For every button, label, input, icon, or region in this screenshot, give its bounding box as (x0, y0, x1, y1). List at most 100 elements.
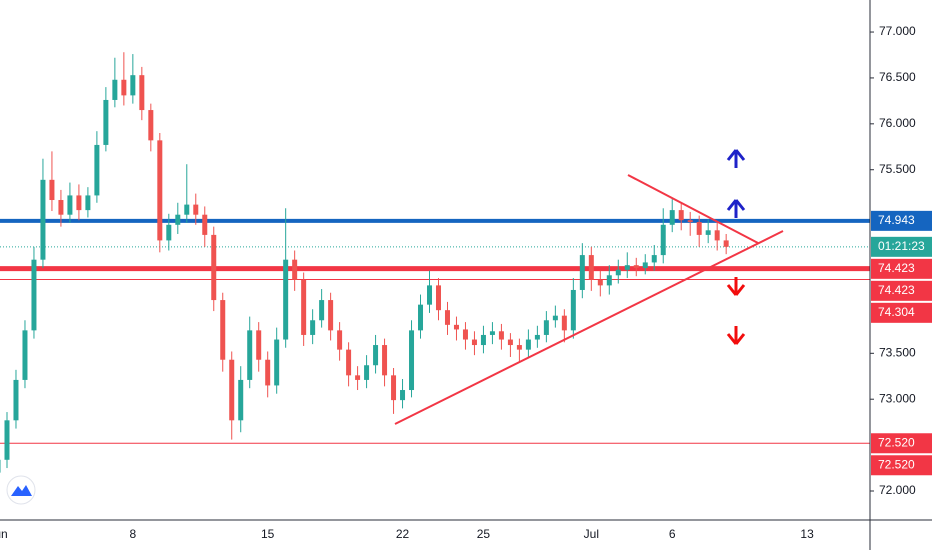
x-tick-label: Jul (584, 527, 599, 541)
candle-body (85, 195, 91, 211)
x-tick-label: 25 (477, 527, 491, 541)
candle-body (723, 240, 729, 247)
candle-body (319, 300, 325, 321)
arrow-up (726, 149, 746, 168)
candle-body (148, 110, 154, 141)
candle-body (49, 179, 55, 201)
candle-body (588, 255, 594, 280)
candle-body (480, 334, 486, 346)
candle-body (337, 330, 343, 350)
candle-body (94, 144, 100, 196)
candle-body (130, 75, 136, 96)
candle-body (76, 195, 82, 211)
candle-body (238, 379, 244, 421)
candle-body (31, 259, 37, 331)
candle-body (489, 331, 495, 335)
candle-body (543, 320, 549, 335)
y-tick-label: 75.500 (879, 162, 916, 176)
candle-body (669, 210, 675, 225)
candle-body (67, 195, 73, 215)
candle-body (247, 330, 253, 380)
candle-body (418, 304, 424, 331)
candle-body (184, 204, 190, 215)
candle-body (139, 75, 145, 111)
candle-body (220, 300, 226, 360)
price-label-bg (871, 455, 932, 476)
candle-body (507, 339, 513, 346)
candle-body (166, 224, 172, 241)
candle-body (391, 375, 397, 401)
candle-body (211, 234, 217, 301)
candle-body (642, 262, 648, 268)
candle-body (615, 269, 621, 276)
arrow-down (726, 326, 746, 345)
candle-body (435, 285, 441, 311)
axes: Jun 8 15 22 25 Jul 6 13 72.000 73.000 73.500 75.500… (0, 24, 932, 541)
time-axis (0, 520, 932, 550)
candle-body (633, 265, 639, 268)
trend-line (627, 174, 759, 244)
y-tick-label: 73.500 (879, 345, 916, 359)
candle-body (651, 255, 657, 263)
candle-body (157, 140, 163, 241)
candle-body (229, 359, 235, 421)
price-label-bg (871, 258, 932, 279)
candle-body (292, 259, 298, 280)
candle-body (714, 230, 720, 241)
candle-body (175, 214, 181, 225)
candle-body (444, 310, 450, 325)
x-tick-label: 22 (396, 527, 410, 541)
price-label-bg (871, 280, 932, 301)
price-label: 72.520 (878, 435, 915, 449)
candle-body (265, 359, 271, 386)
price-label: 74.304 (878, 305, 915, 319)
arrow-down (726, 277, 746, 296)
candle-body (256, 330, 262, 360)
candle-body (687, 220, 693, 223)
candle-body (579, 255, 585, 290)
candle-body (570, 289, 576, 331)
x-tick-label: 8 (130, 527, 137, 541)
candle-body (552, 315, 558, 321)
x-tick-label: Jun (0, 527, 8, 541)
price-label-bg (871, 302, 932, 323)
candle-body (0, 459, 1, 473)
price-label-bg (871, 236, 932, 257)
candle-body (606, 275, 612, 286)
candle-body (561, 315, 567, 331)
price-label-bg (871, 210, 932, 231)
x-tick-label: 13 (800, 527, 814, 541)
candle-body (471, 339, 477, 346)
y-tick-label: 76.500 (879, 70, 916, 84)
candle-body (597, 279, 603, 286)
candle-body (462, 329, 468, 340)
candle-body (373, 345, 379, 366)
candle-body (624, 265, 630, 270)
candle-body (705, 230, 711, 235)
candle-body (4, 420, 10, 460)
candle-body (534, 334, 540, 340)
candle-body (103, 99, 109, 145)
trend-line (394, 230, 784, 425)
drawings (394, 149, 784, 425)
candle-body (409, 330, 415, 391)
candle-body (660, 224, 666, 256)
candle-body (301, 279, 307, 335)
candle-body (202, 214, 208, 235)
candle-body (364, 365, 370, 380)
candle-body (13, 379, 19, 421)
candle-body (58, 200, 64, 215)
candle-body (453, 324, 459, 330)
candle-body (310, 320, 316, 335)
x-tick-label: 6 (669, 527, 676, 541)
price-label: 74.423 (878, 261, 915, 275)
arrow-up (726, 199, 746, 218)
price-label: 01:21:23 (878, 239, 925, 253)
candle-body (525, 339, 531, 350)
candle-body (400, 390, 406, 401)
x-tick-label: 15 (261, 527, 275, 541)
y-tick-label: 77.000 (879, 24, 916, 38)
candle-body (516, 345, 522, 350)
price-label: 74.423 (878, 283, 915, 297)
